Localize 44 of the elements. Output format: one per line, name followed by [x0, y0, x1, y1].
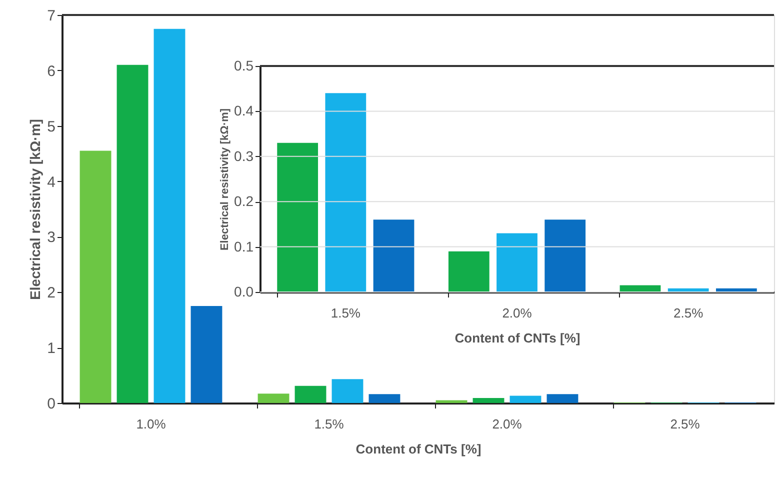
- bar: [80, 150, 112, 403]
- bar: [373, 220, 414, 292]
- bar: [258, 394, 290, 403]
- bar: [277, 142, 318, 292]
- x-tick-label: 2.5%: [670, 416, 700, 432]
- bar: [546, 394, 578, 403]
- x-axis-title: Content of CNTs [%]: [356, 442, 482, 456]
- y-tick-label: 5: [47, 118, 56, 136]
- y-tick-label: 0.4: [234, 102, 254, 119]
- x-tick-label: 2.5%: [674, 306, 704, 320]
- x-axis-title: Content of CNTs [%]: [454, 330, 580, 346]
- y-axis-title: Electrical resistivity [kΩ·m]: [219, 108, 232, 251]
- bar: [544, 220, 586, 292]
- bar: [332, 379, 364, 403]
- y-tick-label: 1: [47, 340, 56, 358]
- y-tick-label: 0.0: [234, 284, 254, 300]
- x-tick-label: 1.5%: [314, 416, 344, 432]
- bar: [294, 386, 326, 403]
- y-tick-label: 2: [47, 284, 56, 302]
- bar: [325, 93, 366, 292]
- y-tick-label: 0.5: [234, 58, 254, 74]
- y-tick-label: 6: [47, 62, 56, 80]
- y-axis-title: Electrical resistivity [kΩ·m]: [27, 119, 44, 300]
- bar: [472, 398, 504, 403]
- y-tick-label: 0.1: [234, 238, 254, 254]
- bar: [448, 251, 490, 292]
- y-tick-label: 0.2: [234, 193, 254, 210]
- y-tick-label: 4: [47, 174, 56, 191]
- bar: [190, 306, 222, 403]
- bar: [620, 285, 661, 292]
- y-tick-label: 0: [47, 396, 56, 412]
- bar: [116, 64, 148, 403]
- x-tick-label: 2.0%: [492, 416, 522, 432]
- x-tick-label: 1.0%: [136, 416, 166, 432]
- y-tick-label: 3: [47, 229, 56, 246]
- bar: [496, 233, 538, 292]
- y-tick-label: 7: [47, 8, 56, 24]
- x-tick-label: 1.5%: [330, 306, 361, 320]
- bar: [368, 394, 400, 403]
- bar: [510, 396, 542, 403]
- y-tick-label: 0.3: [234, 148, 254, 164]
- bar: [436, 400, 468, 403]
- x-tick-label: 2.0%: [502, 306, 532, 320]
- bar: [154, 28, 186, 403]
